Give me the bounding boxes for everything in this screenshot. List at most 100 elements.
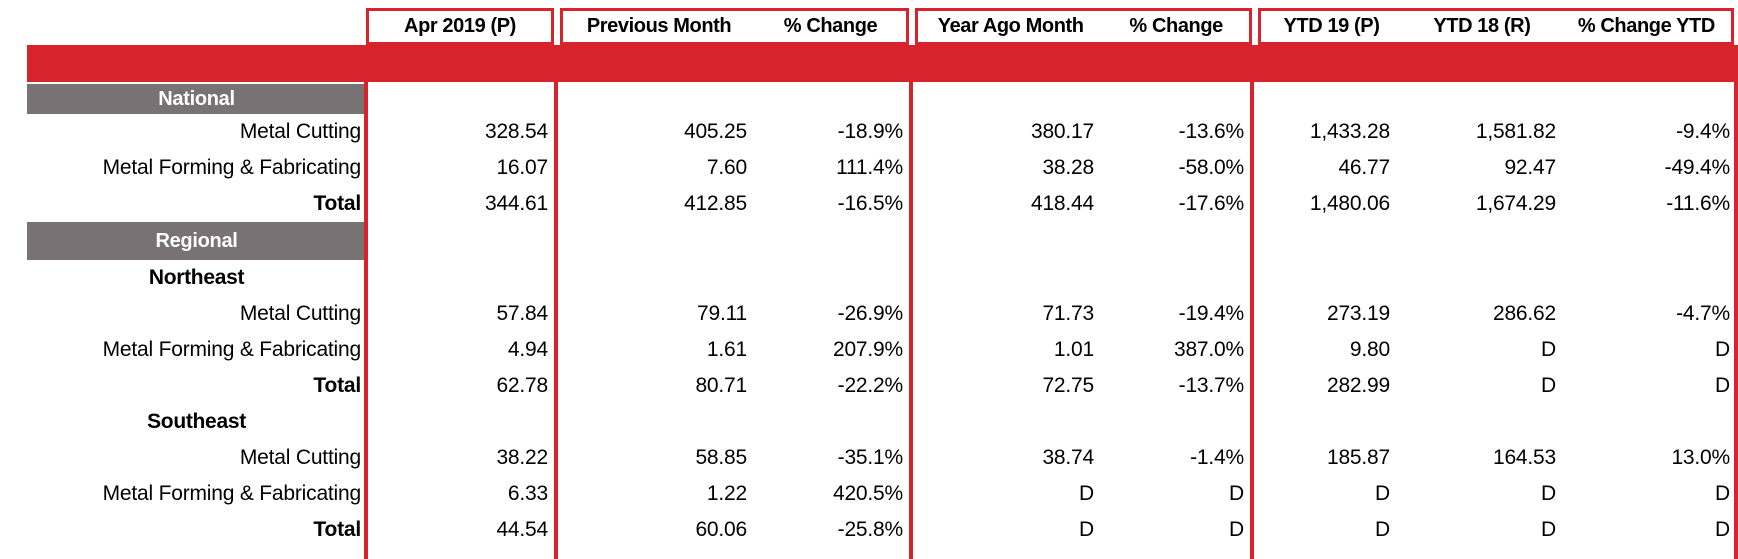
- cell-value: -49.4%: [1664, 156, 1731, 179]
- table-row-total: Total 44.54 60.06 -25.8% D D D D D: [0, 512, 1738, 548]
- table-row-total: Total 62.78 80.71 -22.2% 72.75 -13.7% 28…: [0, 368, 1738, 404]
- group-border: [1734, 45, 1738, 559]
- cell-value: -17.6%: [1178, 192, 1245, 215]
- cell-value: D: [1715, 518, 1730, 541]
- group-border: [554, 45, 558, 559]
- cell-value: 380.17: [1030, 120, 1094, 143]
- cell-value: D: [1079, 482, 1094, 505]
- header-group-year-ago: Year Ago Month % Change: [915, 8, 1252, 45]
- cell-value: 57.84: [496, 302, 548, 325]
- cell-value: 328.54: [484, 120, 548, 143]
- cell-value: 1,433.28: [1309, 120, 1390, 143]
- table-row: Metal Cutting 328.54 405.25 -18.9% 380.1…: [0, 114, 1738, 150]
- cell-value: 282.99: [1326, 374, 1390, 397]
- cell-value: 286.62: [1492, 302, 1556, 325]
- cell-value: 273.19: [1326, 302, 1390, 325]
- cell-value: D: [1541, 482, 1556, 505]
- header-group-current-month: Apr 2019 (P): [366, 8, 554, 45]
- table-row: Metal Cutting 57.84 79.11 -26.9% 71.73 -…: [0, 296, 1738, 332]
- row-label: Metal Cutting: [239, 302, 361, 325]
- cell-value: 412.85: [683, 192, 747, 215]
- cell-value: 405.25: [683, 120, 747, 143]
- group-border: [1250, 45, 1254, 559]
- cell-value: 7.60: [706, 156, 747, 179]
- cell-value: -26.9%: [837, 302, 904, 325]
- cell-value: 164.53: [1492, 446, 1556, 469]
- table-row: Metal Forming & Fabricating 16.07 7.60 1…: [0, 150, 1738, 186]
- row-label: Total: [313, 518, 361, 541]
- cell-value: 38.22: [496, 446, 548, 469]
- cell-value: D: [1229, 482, 1244, 505]
- section-band-label: Regional: [27, 222, 366, 260]
- cell-value: 418.44: [1030, 192, 1094, 215]
- cell-value: D: [1541, 374, 1556, 397]
- table-row: Metal Forming & Fabricating 4.94 1.61 20…: [0, 332, 1738, 368]
- cell-value: 185.87: [1326, 446, 1390, 469]
- column-header: Year Ago Month: [937, 15, 1084, 37]
- cell-value: 6.33: [507, 482, 548, 505]
- cell-value: 1.01: [1053, 338, 1094, 361]
- row-label: Metal Forming & Fabricating: [102, 482, 362, 505]
- cell-value: -18.9%: [837, 120, 904, 143]
- column-header: % Change: [783, 15, 878, 37]
- cell-value: 58.85: [695, 446, 747, 469]
- cell-value: 16.07: [496, 156, 548, 179]
- cell-value: 13.0%: [1671, 446, 1730, 469]
- region-label: Northeast: [148, 266, 245, 289]
- cell-value: D: [1079, 518, 1094, 541]
- cell-value: 38.74: [1042, 446, 1094, 469]
- header-group-ytd: YTD 19 (P) YTD 18 (R) % Change YTD: [1258, 8, 1734, 45]
- cell-value: 38.28: [1042, 156, 1094, 179]
- cell-value: 420.5%: [832, 482, 903, 505]
- cell-value: -4.7%: [1676, 302, 1730, 325]
- cell-value: -11.6%: [1666, 192, 1730, 215]
- region-header-southeast: Southeast: [0, 404, 1738, 440]
- cell-value: D: [1541, 338, 1556, 361]
- cell-value: -22.2%: [837, 374, 904, 397]
- cell-value: 4.94: [507, 338, 548, 361]
- table-row: Metal Cutting 38.22 58.85 -35.1% 38.74 -…: [0, 440, 1738, 476]
- cell-value: D: [1715, 374, 1730, 397]
- cell-value: 387.0%: [1173, 338, 1244, 361]
- column-header: YTD 19 (P): [1283, 15, 1380, 37]
- cell-value: 80.71: [695, 374, 747, 397]
- cell-value: -16.5%: [837, 192, 904, 215]
- cell-value: -1.4%: [1190, 446, 1244, 469]
- cell-value: -19.4%: [1178, 302, 1245, 325]
- row-label: Metal Cutting: [239, 120, 361, 143]
- cell-value: D: [1229, 518, 1244, 541]
- cell-value: 72.75: [1042, 374, 1094, 397]
- section-band-label: National: [27, 84, 366, 114]
- group-border: [364, 45, 368, 559]
- group-border: [909, 45, 913, 559]
- cell-value: 79.11: [697, 302, 747, 325]
- cell-value: -13.6%: [1178, 120, 1245, 143]
- cell-value: -25.8%: [837, 518, 904, 541]
- cell-value: 1.61: [706, 338, 747, 361]
- row-label: Metal Forming & Fabricating: [102, 338, 362, 361]
- section-band-regional: Regional: [0, 222, 1738, 260]
- cell-value: 207.9%: [832, 338, 903, 361]
- red-divider-band: [27, 45, 1738, 82]
- cell-value: -9.4%: [1676, 120, 1730, 143]
- cell-value: 44.54: [496, 518, 548, 541]
- header-group-previous-month: Previous Month % Change: [560, 8, 909, 45]
- cell-value: D: [1715, 338, 1730, 361]
- cell-value: 62.78: [496, 374, 548, 397]
- region-label: Southeast: [147, 410, 246, 433]
- cell-value: D: [1541, 518, 1556, 541]
- table-row-total: Total 344.61 412.85 -16.5% 418.44 -17.6%…: [0, 186, 1738, 222]
- cell-value: 60.06: [695, 518, 747, 541]
- cell-value: D: [1375, 518, 1390, 541]
- cell-value: 1,581.82: [1475, 120, 1556, 143]
- cell-value: -13.7%: [1178, 374, 1245, 397]
- cell-value: 111.4%: [836, 156, 903, 179]
- cell-value: 344.61: [484, 192, 548, 215]
- cell-value: 71.73: [1042, 302, 1094, 325]
- row-label: Total: [313, 192, 361, 215]
- column-header: % Change: [1129, 15, 1223, 37]
- row-label: Total: [313, 374, 361, 397]
- cell-value: 1,480.06: [1309, 192, 1390, 215]
- cell-value: 92.47: [1504, 156, 1556, 179]
